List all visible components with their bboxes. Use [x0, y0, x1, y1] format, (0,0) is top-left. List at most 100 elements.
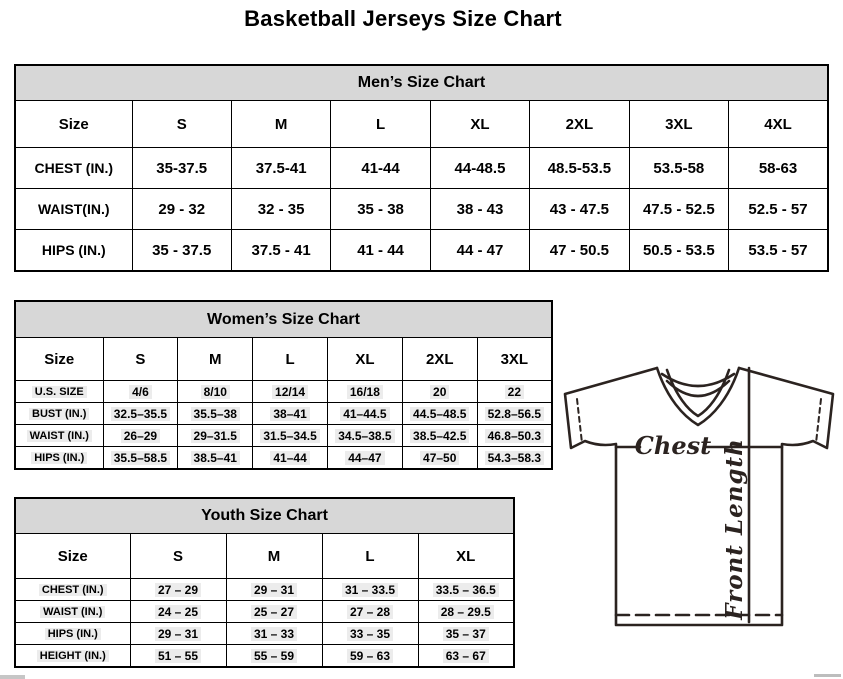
size-column-header: M [225, 533, 323, 579]
table-row: U.S. SIZE 4/6 8/10 12/14 16/18 20 22 [14, 380, 553, 403]
table-title-row: Men’s Size Chart [14, 64, 829, 101]
size-value-cell: 47–50 [401, 446, 478, 470]
left-cuff-dashed-line [576, 398, 583, 444]
scrollbar-fragment-left[interactable] [0, 675, 25, 679]
size-column-header: M [230, 100, 332, 148]
size-value-cell: 47.5 - 52.5 [628, 188, 730, 230]
size-value-cell: 53.5 - 57 [728, 229, 829, 272]
size-value-cell: 25 – 27 [225, 600, 323, 623]
row-label: WAIST (IN.) [14, 424, 104, 447]
size-column-header: 3XL [476, 337, 553, 381]
table-row: HIPS (IN.) 35.5–58.5 38.5–41 41–44 44–47 47–5… [14, 446, 553, 470]
size-value-cell: 31 – 33.5 [321, 578, 419, 601]
size-value-cell: 28 – 29.5 [417, 600, 515, 623]
womens-table-title: Women’s Size Chart [14, 300, 553, 338]
column-header-row: Size S M L XL [14, 533, 515, 579]
size-value-cell: 41 - 44 [330, 229, 431, 272]
size-value-cell: 16/18 [326, 380, 403, 403]
size-value-cell: 31 – 33 [225, 622, 323, 645]
size-value-cell: 35-37.5 [131, 147, 232, 189]
size-value-cell: 44-48.5 [429, 147, 531, 189]
size-value-cell: 63 – 67 [417, 644, 515, 668]
size-column-header: XL [429, 100, 531, 148]
size-value-cell: 58-63 [728, 147, 829, 189]
size-value-cell: 41–44 [252, 446, 328, 470]
row-label: CHEST (IN.) [14, 578, 131, 601]
size-value-cell: 35 - 38 [330, 188, 431, 230]
table-title-row: Youth Size Chart [14, 497, 515, 534]
size-value-cell: 41-44 [330, 147, 431, 189]
jersey-measurement-diagram: Chest Front Length [555, 353, 843, 645]
size-value-cell: 8/10 [177, 380, 254, 403]
size-column-header: XL [417, 533, 515, 579]
size-value-cell: 32.5–35.5 [102, 402, 179, 425]
size-column-header: S [129, 533, 227, 579]
size-value-cell: 37.5-41 [230, 147, 332, 189]
page-title: Basketball Jerseys Size Chart [244, 6, 562, 31]
row-label-column-header: Size [14, 533, 131, 579]
size-value-cell: 22 [476, 380, 553, 403]
size-value-cell: 37.5 - 41 [230, 229, 332, 272]
size-value-cell: 29 - 32 [131, 188, 232, 230]
size-value-cell: 24 – 25 [129, 600, 227, 623]
jersey-collar-back-curve [660, 372, 736, 388]
size-column-header: 4XL [728, 100, 829, 148]
size-value-cell: 35.5–38 [177, 402, 254, 425]
size-value-cell: 44–47 [326, 446, 403, 470]
jersey-body-outline [563, 366, 835, 627]
size-value-cell: 44 - 47 [429, 229, 531, 272]
size-value-cell: 29–31.5 [177, 424, 254, 447]
size-value-cell: 34.5–38.5 [326, 424, 403, 447]
size-value-cell: 44.5–48.5 [401, 402, 478, 425]
row-label: BUST (IN.) [14, 402, 104, 425]
column-header-row: Size S M L XL 2XL 3XL [14, 337, 553, 381]
scrollbar-fragment-right[interactable] [814, 674, 841, 677]
jersey-collar-band-curve [665, 379, 731, 398]
table-row: HIPS (IN.) 29 – 31 31 – 33 33 – 35 35 – 37 [14, 622, 515, 645]
size-value-cell: 54.3–58.3 [476, 446, 553, 470]
size-value-cell: 4/6 [102, 380, 179, 403]
size-value-cell: 38.5–42.5 [401, 424, 478, 447]
row-label: HIPS (IN.) [14, 446, 104, 470]
table-row: WAIST (IN.) 26–29 29–31.5 31.5–34.5 34.5–38.… [14, 424, 553, 447]
table-row: BUST (IN.) 32.5–35.5 35.5–38 38–41 41–44.5 44… [14, 402, 553, 425]
size-column-header: L [252, 337, 328, 381]
size-value-cell: 47 - 50.5 [529, 229, 630, 272]
size-column-header: 2XL [529, 100, 630, 148]
size-column-header: 2XL [401, 337, 478, 381]
size-value-cell: 52.5 - 57 [728, 188, 829, 230]
table-title-row: Women’s Size Chart [14, 300, 553, 338]
table-row: CHEST (IN.) 27 – 29 29 – 31 31 – 33.5 33.5 –… [14, 578, 515, 601]
size-value-cell: 59 – 63 [321, 644, 419, 668]
size-column-header: M [177, 337, 254, 381]
size-value-cell: 33.5 – 36.5 [417, 578, 515, 601]
size-value-cell: 27 – 29 [129, 578, 227, 601]
size-column-header: XL [326, 337, 403, 381]
row-label: HEIGHT (IN.) [14, 644, 131, 668]
chest-label: Chest [635, 431, 711, 460]
size-column-header: L [330, 100, 431, 148]
size-value-cell: 33 – 35 [321, 622, 419, 645]
size-value-cell: 31.5–34.5 [252, 424, 328, 447]
womens-size-chart-table: Women’s Size Chart Size S M L XL 2XL 3XL U.S. … [14, 300, 553, 470]
table-row: HEIGHT (IN.) 51 – 55 55 – 59 59 – 63 63 – 67 [14, 644, 515, 668]
size-value-cell: 35 - 37.5 [131, 229, 232, 272]
size-value-cell: 46.8–50.3 [476, 424, 553, 447]
youth-size-chart-table: Youth Size Chart Size S M L XL CHEST (IN.) 27… [14, 497, 515, 668]
size-value-cell: 38–41 [252, 402, 328, 425]
jersey-outline-drawing: Chest Front Length [563, 366, 835, 627]
row-label-column-header: Size [14, 100, 133, 148]
size-value-cell: 51 – 55 [129, 644, 227, 668]
row-label-column-header: Size [14, 337, 104, 381]
table-row: CHEST (IN.) 35-37.5 37.5-41 41-44 44-48.5 48.… [14, 147, 829, 189]
row-label: WAIST (IN.) [14, 600, 131, 623]
row-label: U.S. SIZE [14, 380, 104, 403]
size-value-cell: 55 – 59 [225, 644, 323, 668]
front-length-label: Front Length [721, 438, 748, 621]
size-value-cell: 43 - 47.5 [529, 188, 630, 230]
size-column-header: S [131, 100, 232, 148]
table-row: WAIST(IN.) 29 - 32 32 - 35 35 - 38 38 - 43 43… [14, 188, 829, 230]
size-value-cell: 20 [401, 380, 478, 403]
size-value-cell: 29 – 31 [225, 578, 323, 601]
size-value-cell: 50.5 - 53.5 [628, 229, 730, 272]
